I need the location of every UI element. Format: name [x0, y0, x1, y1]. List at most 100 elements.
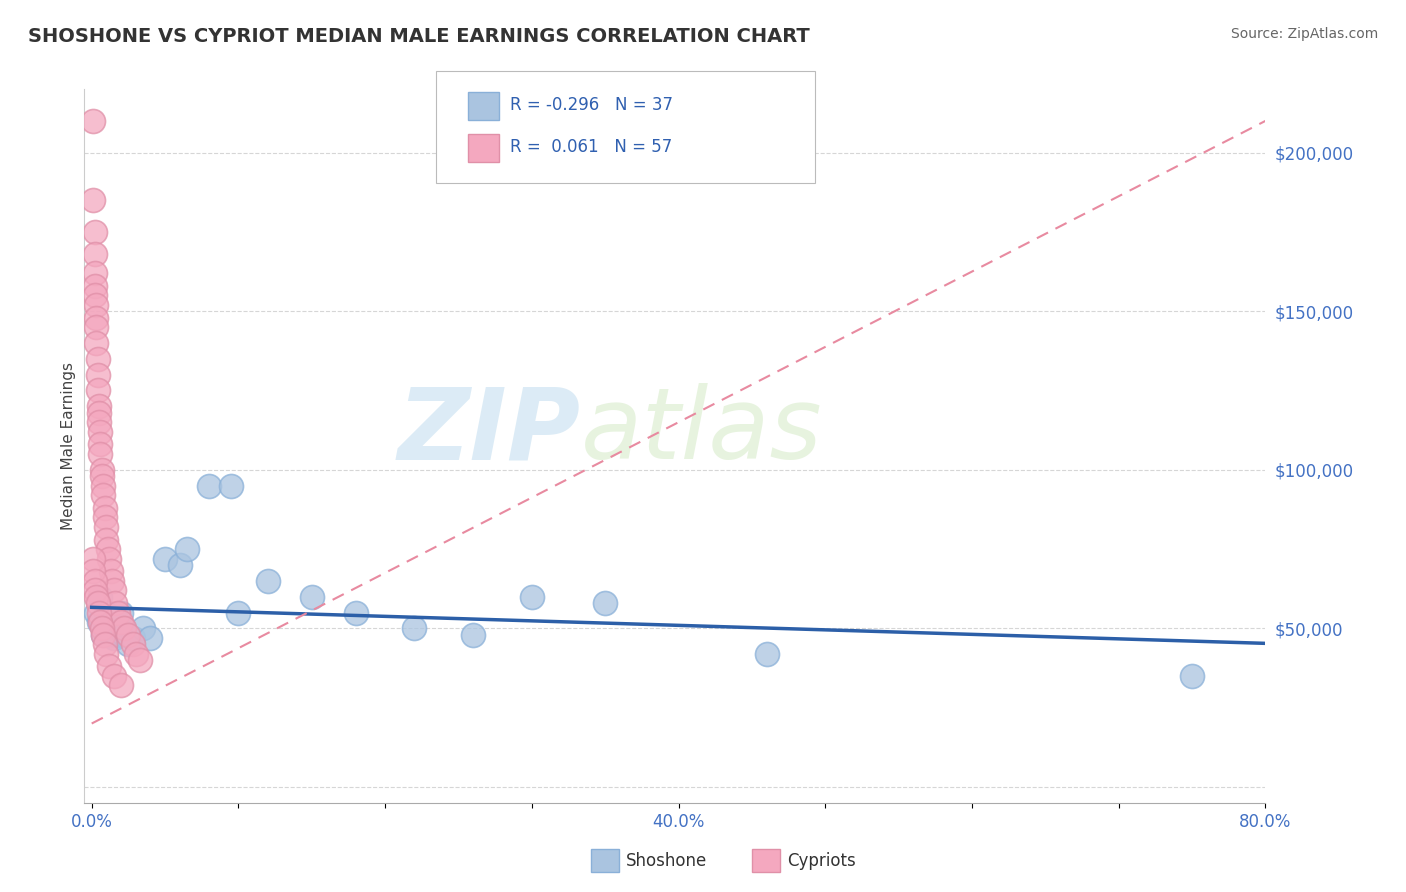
Point: [110, 606, 132, 620]
Point: [121, 631, 143, 645]
Point: [404, 621, 426, 635]
Point: [94, 500, 117, 515]
Point: [91, 621, 114, 635]
Point: [94, 621, 117, 635]
Point: [104, 596, 127, 610]
Point: [83, 583, 105, 598]
Text: atlas: atlas: [581, 384, 823, 480]
Point: [84, 310, 107, 325]
Point: [228, 606, 250, 620]
Point: [84, 320, 107, 334]
Point: [129, 653, 152, 667]
Point: [82, 50, 104, 64]
Point: [94, 637, 117, 651]
Point: [87, 415, 110, 429]
Point: [98, 551, 121, 566]
Point: [89, 425, 111, 439]
Text: Shoshone: Shoshone: [626, 852, 707, 870]
Point: [117, 628, 139, 642]
Point: [87, 615, 110, 629]
Point: [86, 351, 108, 366]
Point: [755, 647, 778, 661]
Text: ZIP: ZIP: [398, 384, 581, 480]
Point: [121, 637, 143, 651]
Point: [125, 647, 148, 661]
Point: [103, 669, 125, 683]
Point: [96, 520, 118, 534]
Point: [520, 590, 543, 604]
Point: [87, 406, 110, 420]
Point: [87, 400, 110, 414]
Point: [101, 621, 124, 635]
Point: [132, 621, 155, 635]
Point: [91, 469, 114, 483]
Point: [86, 368, 108, 382]
Point: [93, 478, 115, 492]
Point: [84, 606, 107, 620]
Point: [84, 335, 107, 350]
Point: [83, 266, 105, 280]
Point: [105, 628, 128, 642]
Point: [98, 615, 121, 629]
Point: [87, 606, 110, 620]
Text: SHOSHONE VS CYPRIOT MEDIAN MALE EARNINGS CORRELATION CHART: SHOSHONE VS CYPRIOT MEDIAN MALE EARNINGS…: [28, 27, 810, 45]
Point: [83, 278, 105, 293]
Point: [93, 628, 115, 642]
Point: [89, 615, 111, 629]
Point: [176, 542, 198, 557]
Point: [82, 114, 104, 128]
Point: [107, 615, 129, 629]
Point: [153, 551, 176, 566]
Point: [301, 590, 323, 604]
Point: [103, 583, 125, 598]
Point: [110, 678, 132, 692]
Point: [100, 628, 122, 642]
Point: [82, 551, 104, 566]
Point: [93, 628, 115, 642]
Point: [94, 510, 117, 524]
Point: [96, 606, 118, 620]
Point: [83, 247, 105, 261]
Text: R = -0.296   N = 37: R = -0.296 N = 37: [510, 96, 673, 114]
Point: [111, 621, 134, 635]
Point: [463, 628, 485, 642]
Point: [108, 621, 131, 635]
Point: [112, 621, 135, 635]
Point: [82, 564, 104, 578]
Point: [117, 637, 139, 651]
Point: [83, 574, 105, 588]
Point: [82, 193, 104, 207]
Point: [198, 478, 221, 492]
Point: [89, 590, 111, 604]
Point: [219, 478, 242, 492]
Point: [104, 621, 127, 635]
Y-axis label: Median Male Earnings: Median Male Earnings: [60, 362, 76, 530]
Point: [84, 298, 107, 312]
Point: [110, 615, 132, 629]
Point: [89, 437, 111, 451]
Point: [101, 574, 124, 588]
Point: [97, 542, 120, 557]
Point: [112, 628, 135, 642]
Point: [169, 558, 191, 572]
Text: Cypriots: Cypriots: [787, 852, 856, 870]
Point: [93, 488, 115, 502]
Point: [96, 647, 118, 661]
Point: [593, 596, 616, 610]
Point: [84, 590, 107, 604]
Point: [86, 384, 108, 398]
Point: [89, 447, 111, 461]
Point: [86, 596, 108, 610]
Point: [96, 533, 118, 547]
Point: [91, 463, 114, 477]
Point: [97, 621, 120, 635]
Point: [103, 631, 125, 645]
Point: [83, 225, 105, 239]
Point: [98, 659, 121, 673]
Point: [1181, 669, 1204, 683]
Point: [139, 631, 162, 645]
Point: [83, 288, 105, 302]
Point: [107, 606, 129, 620]
Point: [100, 564, 122, 578]
Point: [256, 574, 278, 588]
